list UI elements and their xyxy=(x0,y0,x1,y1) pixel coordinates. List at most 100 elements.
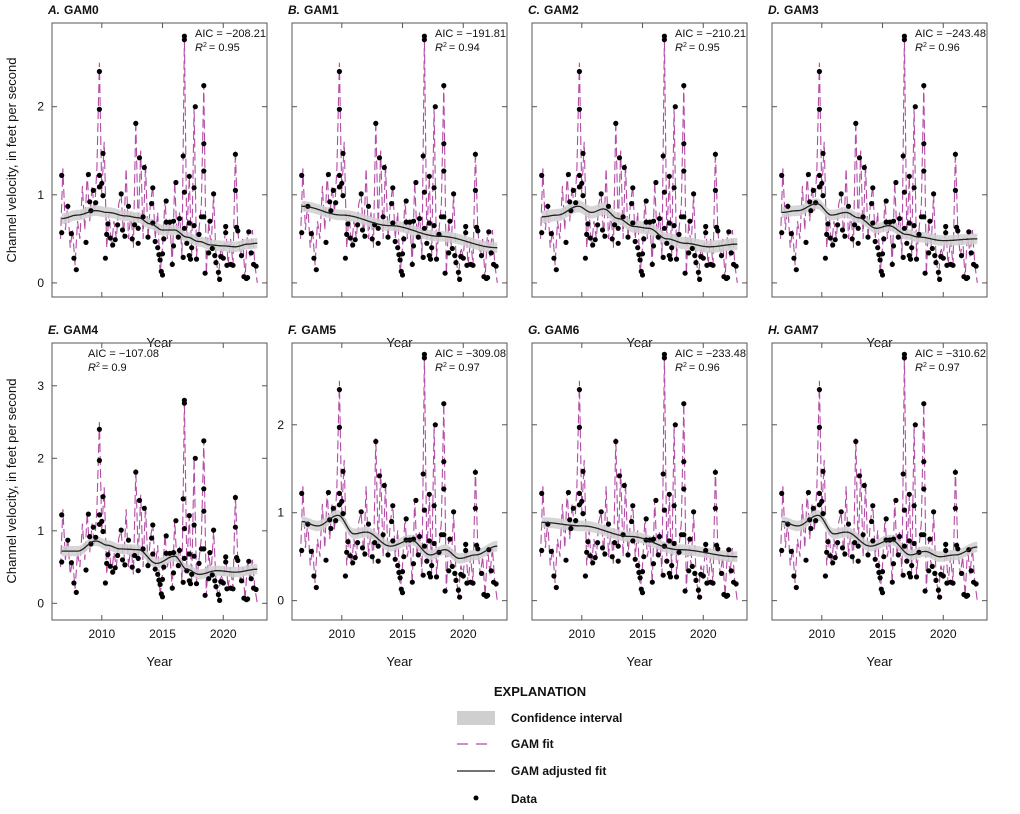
data-point xyxy=(870,185,876,191)
data-point xyxy=(96,184,102,190)
data-point xyxy=(907,256,914,262)
data-point xyxy=(420,254,426,260)
data-point xyxy=(715,546,721,552)
data-point xyxy=(342,255,348,261)
data-point xyxy=(615,558,621,564)
data-point xyxy=(712,187,719,193)
data-point xyxy=(463,541,469,548)
data-point xyxy=(950,262,956,268)
data-point xyxy=(912,104,918,110)
data-point xyxy=(193,581,200,587)
data-point xyxy=(452,570,458,577)
panel-frame xyxy=(51,22,268,298)
data-point xyxy=(877,257,883,263)
data-point xyxy=(189,245,195,251)
y-axis-label-top: Channel velocity, in feet per second xyxy=(4,58,19,263)
data-point xyxy=(96,457,102,464)
data-point xyxy=(625,234,631,240)
legend: EXPLANATION Confidence interval GAM fit … xyxy=(457,684,622,806)
data-point xyxy=(381,482,387,489)
data-point xyxy=(102,580,108,586)
data-point xyxy=(157,257,163,263)
r2-symbol: R xyxy=(915,42,923,54)
data-point xyxy=(112,237,118,243)
data-point xyxy=(616,473,623,479)
data-point xyxy=(65,203,71,209)
data-point xyxy=(110,569,116,575)
data-point xyxy=(119,557,126,563)
data-point xyxy=(441,401,447,407)
data-point xyxy=(832,555,838,561)
data-point xyxy=(429,245,435,251)
data-point xyxy=(96,512,102,518)
data-point xyxy=(163,219,169,225)
data-point xyxy=(697,594,703,600)
data-point xyxy=(161,564,167,570)
data-point xyxy=(169,585,175,591)
data-point xyxy=(399,251,406,257)
legend-swatch-confidence xyxy=(457,711,495,725)
data-point xyxy=(816,424,823,430)
confidence-band xyxy=(541,517,738,562)
data-point xyxy=(585,539,591,545)
data-point xyxy=(449,563,455,570)
data-point xyxy=(442,588,448,594)
data-point xyxy=(712,469,719,475)
data-point xyxy=(901,225,908,231)
data-point xyxy=(958,570,965,577)
data-point xyxy=(207,218,213,224)
data-point xyxy=(870,220,876,226)
data-point xyxy=(820,468,826,474)
x-axis-label: Year xyxy=(146,654,173,669)
data-point xyxy=(193,256,200,262)
data-point xyxy=(135,555,141,562)
data-point xyxy=(181,555,187,562)
data-point xyxy=(835,540,841,546)
r2-symbol: R xyxy=(435,42,443,54)
gam-fit-line xyxy=(539,354,738,601)
data-point xyxy=(620,214,626,220)
data-point xyxy=(725,275,731,281)
data-point xyxy=(232,151,238,157)
data-point xyxy=(333,200,339,206)
data-point xyxy=(653,179,659,186)
data-point xyxy=(728,250,734,256)
data-point xyxy=(336,68,342,75)
data-point xyxy=(421,507,427,513)
data-point xyxy=(209,572,215,578)
data-point xyxy=(830,560,836,566)
data-point xyxy=(217,597,223,604)
data-point xyxy=(686,568,692,574)
adjusted-fit-line xyxy=(781,514,978,558)
data-point xyxy=(900,254,906,260)
data-point xyxy=(155,571,161,577)
data-point xyxy=(191,223,197,229)
data-point xyxy=(352,555,358,561)
data-point xyxy=(68,231,74,237)
data-point xyxy=(733,263,739,269)
data-point xyxy=(630,538,636,544)
data-point xyxy=(107,235,113,241)
panel-letter: B. xyxy=(288,3,300,17)
data-point xyxy=(911,223,917,229)
data-point xyxy=(181,225,187,231)
data-point xyxy=(725,592,731,599)
x-axis-label: Year xyxy=(386,654,413,669)
data-point xyxy=(196,231,202,237)
data-point xyxy=(413,497,419,503)
data-point xyxy=(73,267,79,273)
data-point xyxy=(336,106,342,112)
data-point xyxy=(248,576,254,582)
panel-frame xyxy=(51,342,268,621)
data-point xyxy=(952,187,959,193)
data-point xyxy=(822,573,829,579)
data-point xyxy=(551,255,557,261)
panel-frame xyxy=(291,342,508,621)
data-point xyxy=(712,151,719,157)
data-point xyxy=(968,568,974,574)
data-point xyxy=(686,250,692,256)
data-point xyxy=(805,171,812,178)
data-point xyxy=(493,263,499,269)
data-point xyxy=(667,574,674,580)
